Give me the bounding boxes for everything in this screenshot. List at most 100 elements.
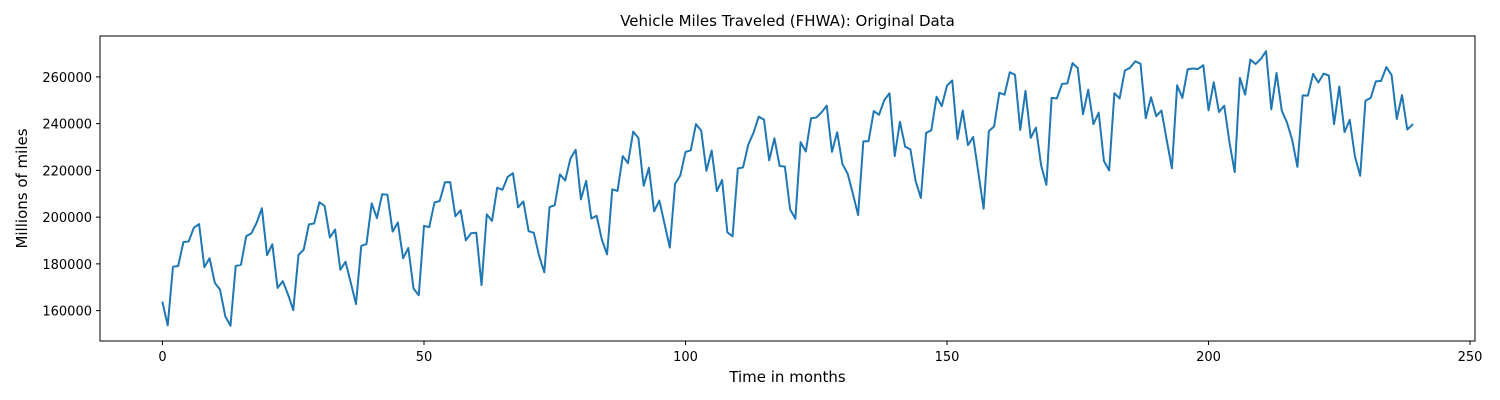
data-point xyxy=(371,202,373,204)
data-point xyxy=(878,114,880,116)
data-point xyxy=(575,149,577,151)
x-tick-label: 250 xyxy=(1458,350,1483,365)
data-point xyxy=(622,155,624,157)
data-point xyxy=(460,209,462,211)
data-point xyxy=(653,210,655,212)
data-point xyxy=(1045,184,1047,186)
data-point xyxy=(1066,82,1068,84)
data-point xyxy=(1098,112,1100,114)
data-point xyxy=(1150,96,1152,98)
data-point xyxy=(988,130,990,132)
data-point xyxy=(235,265,237,267)
data-point xyxy=(805,150,807,152)
data-point xyxy=(685,151,687,153)
data-point xyxy=(549,206,551,208)
data-point xyxy=(1239,77,1241,79)
data-point xyxy=(376,217,378,219)
data-point xyxy=(439,200,441,202)
data-point xyxy=(831,151,833,153)
data-point xyxy=(1072,62,1074,64)
data-point xyxy=(967,144,969,146)
data-point xyxy=(449,181,451,183)
data-point xyxy=(559,173,561,175)
data-point xyxy=(297,254,299,256)
data-point xyxy=(1004,94,1006,96)
data-point xyxy=(198,223,200,225)
chart-title: Vehicle Miles Traveled (FHWA): Original … xyxy=(620,12,955,30)
data-point xyxy=(277,287,279,289)
y-tick-label: 240000 xyxy=(42,118,92,133)
data-point xyxy=(1171,167,1173,169)
data-point xyxy=(998,92,1000,94)
data-point xyxy=(188,240,190,242)
data-point xyxy=(1338,85,1340,87)
data-point xyxy=(1145,117,1147,119)
data-point xyxy=(162,301,164,303)
data-point xyxy=(1302,94,1304,96)
data-point xyxy=(397,222,399,224)
data-point xyxy=(1380,80,1382,82)
data-point xyxy=(418,294,420,296)
data-point xyxy=(1092,123,1094,125)
data-point xyxy=(1166,139,1168,141)
data-point xyxy=(271,243,273,245)
data-point xyxy=(596,215,598,217)
data-point xyxy=(1265,50,1267,52)
data-point xyxy=(1019,129,1021,131)
data-point xyxy=(454,215,456,217)
data-point xyxy=(486,213,488,215)
data-point xyxy=(779,165,781,167)
data-point xyxy=(1312,73,1314,75)
data-point xyxy=(350,282,352,284)
data-point xyxy=(857,214,859,216)
data-point xyxy=(1035,127,1037,129)
data-point xyxy=(203,266,205,268)
data-point xyxy=(392,231,394,233)
data-point xyxy=(821,111,823,113)
data-point xyxy=(815,117,817,119)
data-point xyxy=(1103,160,1105,162)
data-point xyxy=(428,226,430,228)
data-point xyxy=(172,266,174,268)
data-point xyxy=(1286,121,1288,123)
data-point xyxy=(716,190,718,192)
data-point xyxy=(1024,90,1026,92)
data-point xyxy=(1124,70,1126,72)
data-point xyxy=(381,193,383,195)
data-point xyxy=(538,255,540,257)
data-point xyxy=(334,229,336,231)
data-point xyxy=(1244,94,1246,96)
data-point xyxy=(1349,119,1351,121)
data-point xyxy=(360,245,362,247)
y-axis-ticks: 160000 180000 200000 220000 240000 260000 xyxy=(42,71,100,320)
data-point xyxy=(444,181,446,183)
data-point xyxy=(339,269,341,271)
data-point xyxy=(1406,128,1408,130)
data-point xyxy=(355,303,357,305)
data-point xyxy=(292,309,294,311)
data-point xyxy=(261,207,263,209)
data-point xyxy=(705,170,707,172)
data-point xyxy=(282,280,284,282)
data-point xyxy=(1030,137,1032,139)
data-point xyxy=(841,163,843,165)
data-point xyxy=(1160,110,1162,112)
data-point xyxy=(606,253,608,255)
data-point xyxy=(324,205,326,207)
data-point xyxy=(308,223,310,225)
data-point xyxy=(1396,118,1398,120)
data-point xyxy=(1270,108,1272,110)
data-point xyxy=(245,235,247,237)
data-point xyxy=(522,200,524,202)
data-point xyxy=(1296,166,1298,168)
data-point xyxy=(1014,74,1016,76)
data-point xyxy=(229,325,231,327)
data-point xyxy=(167,324,169,326)
data-point xyxy=(737,168,739,170)
data-point xyxy=(883,99,885,101)
data-point xyxy=(1255,63,1257,65)
y-tick-label: 180000 xyxy=(42,258,92,273)
data-point xyxy=(1228,141,1230,143)
data-point xyxy=(1317,82,1319,84)
